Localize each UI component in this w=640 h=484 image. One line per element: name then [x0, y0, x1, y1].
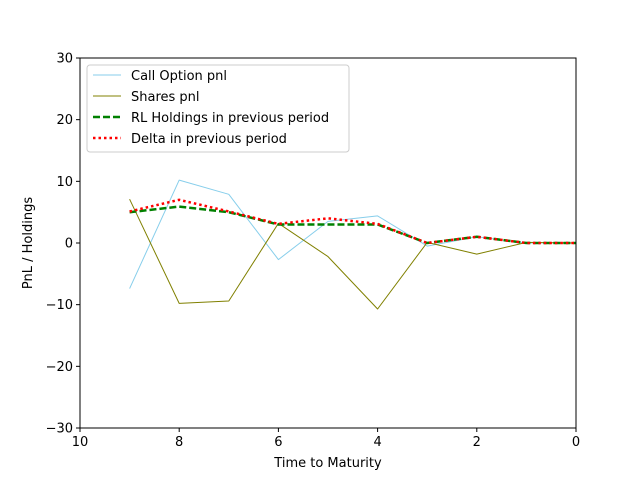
x-axis-ticks: 10 8 6 4 2 0	[72, 428, 580, 450]
x-tick-label: 2	[473, 435, 481, 450]
legend: Call Option pnl Shares pnl RL Holdings in …	[86, 64, 350, 153]
y-tick-label: 20	[56, 113, 73, 128]
series-line-4	[129, 198, 576, 245]
y-tick-label: 0	[65, 237, 73, 252]
y-tick-label: −20	[46, 360, 73, 375]
y-axis-label: PnL / Holdings	[21, 197, 36, 289]
y-axis-ticks: −30 −20 −10 0 10 20 30	[46, 52, 80, 437]
y-tick-label: 30	[56, 52, 73, 67]
series-layer	[129, 179, 577, 310]
y-tick-label: 10	[56, 175, 73, 190]
y-tick-label: −30	[46, 422, 73, 437]
x-tick-label: 0	[572, 435, 580, 450]
series-line-2	[129, 198, 577, 310]
legend-label-3: RL Holdings in previous period	[131, 111, 329, 126]
series-line-3	[129, 205, 576, 245]
y-tick-label: −10	[46, 298, 73, 313]
x-tick-label: 6	[274, 435, 282, 450]
x-tick-label: 10	[72, 435, 89, 450]
legend-label-4: Delta in previous period	[131, 132, 287, 147]
legend-label-2: Shares pnl	[131, 90, 200, 105]
legend-box	[86, 64, 350, 153]
x-tick-label: 4	[373, 435, 381, 450]
x-tick-label: 8	[175, 435, 183, 450]
legend-label-1: Call Option pnl	[131, 69, 227, 84]
x-axis-label: Time to Maturity	[273, 456, 382, 471]
